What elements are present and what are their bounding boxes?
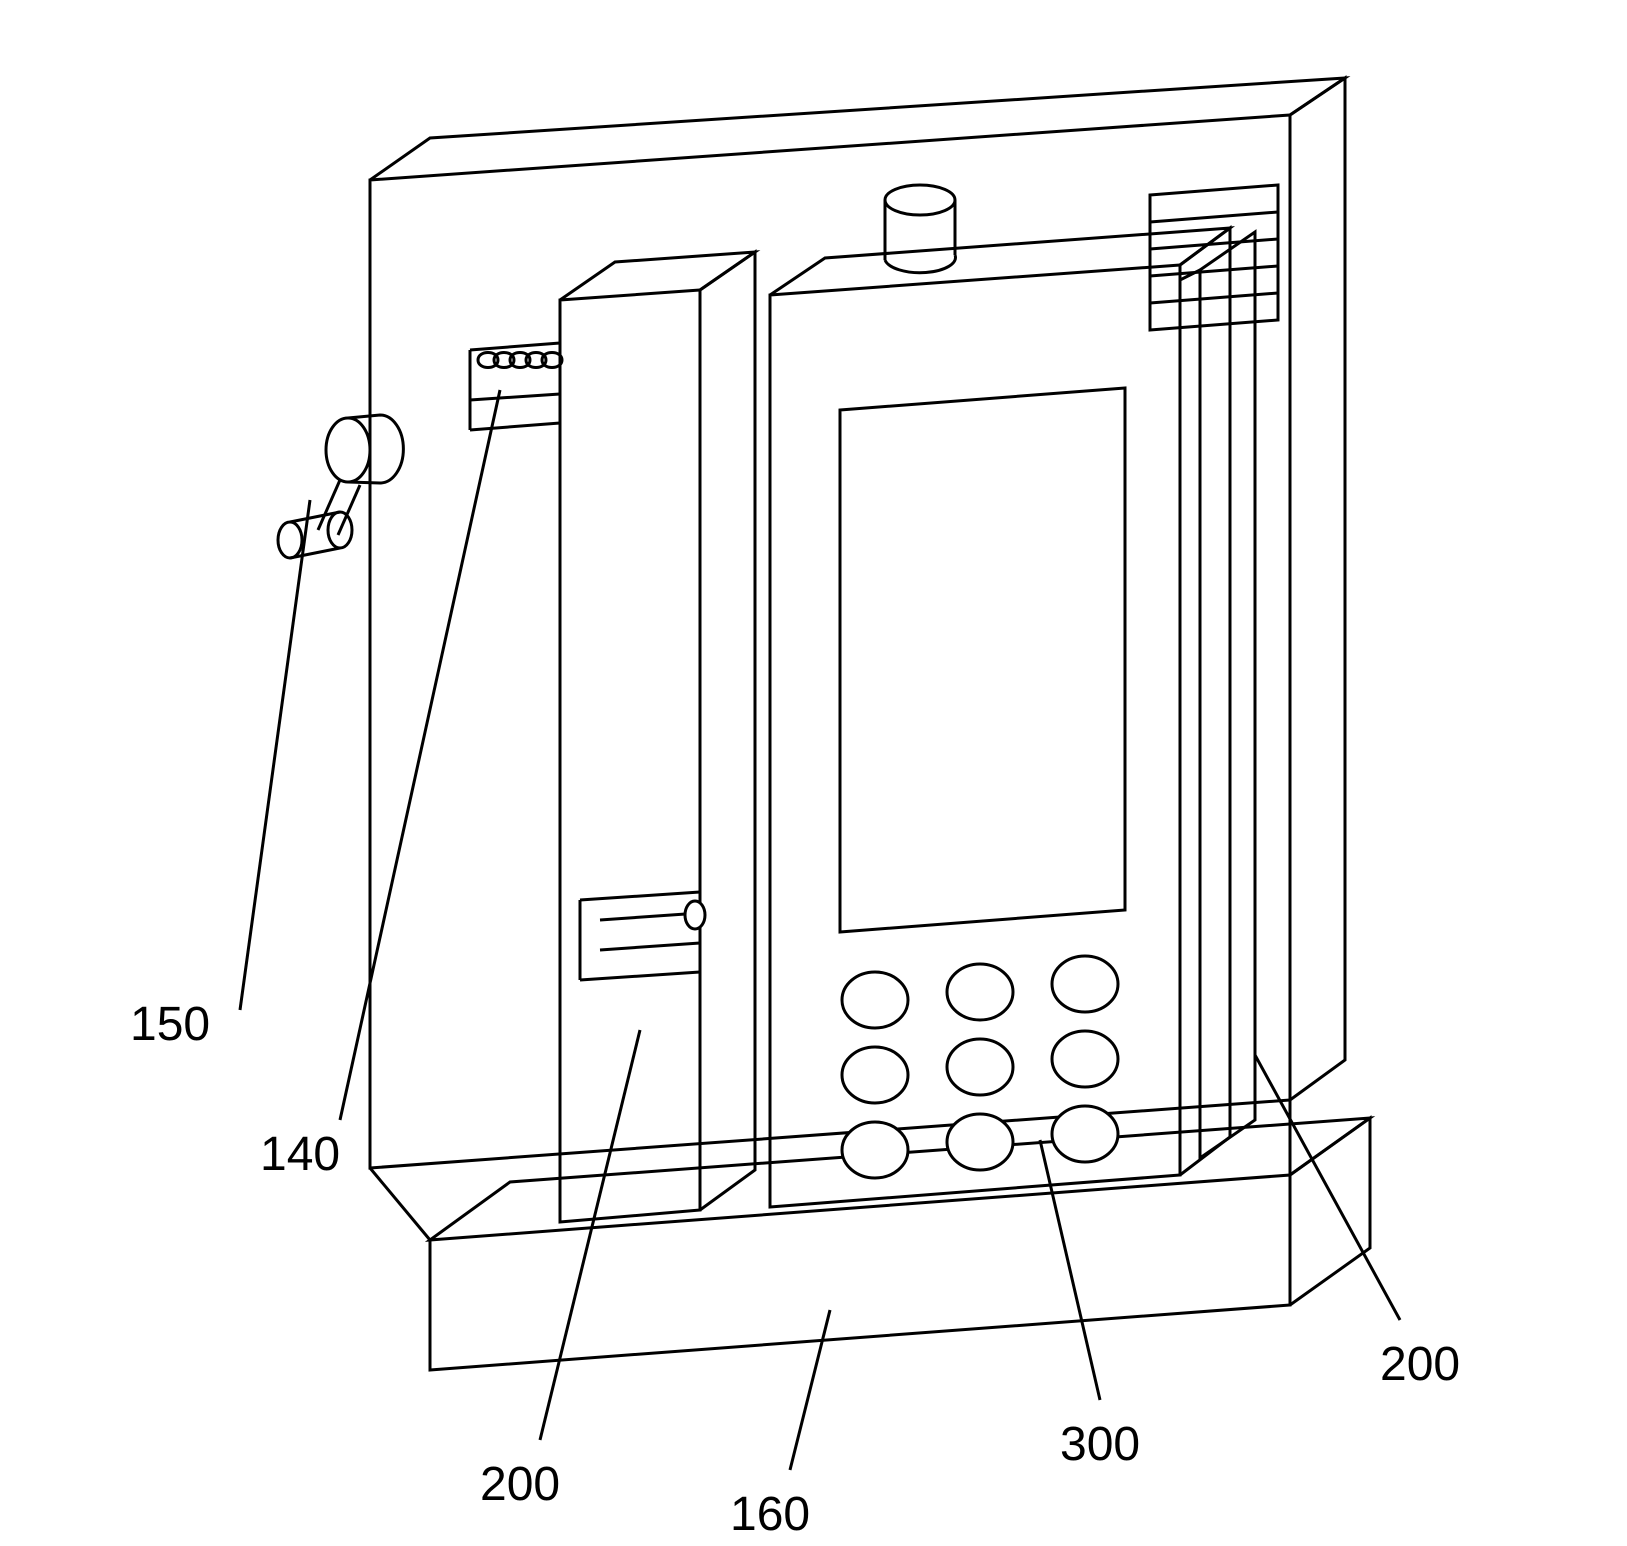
labels: 150 140 200 160 300 200	[130, 998, 1460, 1541]
handheld-device	[770, 185, 1230, 1207]
vent-slats	[1150, 185, 1278, 330]
label-300: 300	[1060, 1418, 1140, 1471]
spring-coil	[470, 353, 562, 401]
left-clamp-arm	[470, 252, 755, 1222]
label-140: 140	[260, 1128, 340, 1181]
label-160: 160	[730, 1488, 810, 1541]
right-clamp-arm	[1150, 185, 1278, 1158]
label-150: 150	[130, 998, 210, 1051]
leader-lines	[240, 390, 1400, 1470]
label-200r: 200	[1380, 1338, 1460, 1391]
device-keypad	[842, 956, 1118, 1178]
device-screen	[840, 388, 1125, 932]
patent-diagram: 150 140 200 160 300 200	[0, 0, 1627, 1546]
label-200l: 200	[480, 1458, 560, 1511]
crank-handle	[278, 415, 403, 558]
antenna	[885, 185, 955, 273]
